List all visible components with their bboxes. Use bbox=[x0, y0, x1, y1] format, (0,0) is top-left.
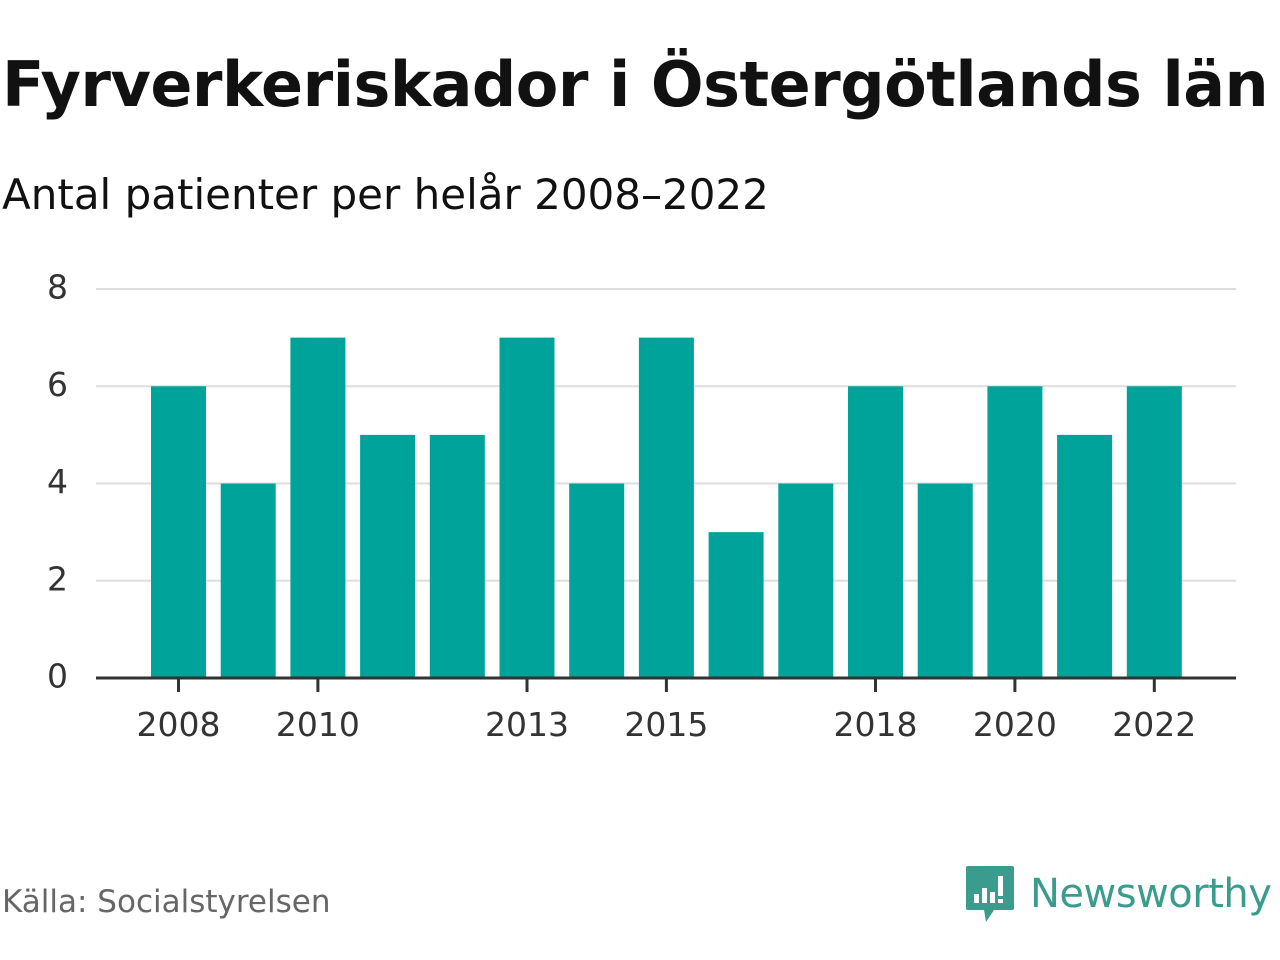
bar-2008 bbox=[151, 386, 206, 678]
bar-2011 bbox=[360, 434, 416, 678]
source-note: Källa: Socialstyrelsen bbox=[2, 884, 331, 920]
bar-2013 bbox=[499, 337, 555, 678]
y-tick-label: 8 bbox=[47, 268, 68, 307]
y-tick-label: 4 bbox=[47, 462, 68, 501]
y-tick-label: 0 bbox=[47, 657, 68, 696]
x-tick-label: 2022 bbox=[1112, 705, 1196, 744]
brand-name: Newsworthy bbox=[1030, 871, 1272, 917]
x-tick-label: 2008 bbox=[137, 705, 221, 744]
bar-2009 bbox=[220, 483, 276, 678]
chart-title: Fyrverkeriskador i Östergötlands län bbox=[2, 48, 1269, 121]
chart-subtitle: Antal patienter per helår 2008–2022 bbox=[2, 170, 769, 219]
bar-2012 bbox=[429, 434, 485, 678]
bar-2017 bbox=[778, 483, 834, 678]
brand-logo: Newsworthy bbox=[964, 864, 1272, 924]
x-tick-label: 2010 bbox=[276, 705, 360, 744]
x-tick-label: 2020 bbox=[973, 705, 1057, 744]
bar-2020 bbox=[987, 386, 1043, 678]
x-tick-label: 2013 bbox=[485, 705, 569, 744]
y-tick-label: 2 bbox=[47, 559, 68, 598]
bar-2014 bbox=[569, 483, 625, 678]
y-tick-label: 6 bbox=[47, 365, 68, 404]
bar-2018 bbox=[848, 386, 903, 678]
bar-2021 bbox=[1057, 434, 1113, 678]
bar-chart: 0 2 4 6 8 2008 2010 2013 2015 2018 2020 2022 bbox=[47, 268, 1236, 744]
bar-2010 bbox=[290, 337, 346, 678]
y-axis-ticks: 0 2 4 6 8 bbox=[47, 268, 68, 696]
newsworthy-logo-icon bbox=[966, 866, 1014, 922]
x-tick-label: 2015 bbox=[624, 705, 708, 744]
bar-2022 bbox=[1126, 386, 1182, 678]
x-tick-label: 2018 bbox=[834, 705, 918, 744]
bar-2019 bbox=[917, 483, 973, 678]
x-axis-ticks: 2008 2010 2013 2015 2018 2020 2022 bbox=[137, 678, 1196, 744]
bar-2015 bbox=[638, 337, 694, 678]
bar-2016 bbox=[708, 532, 764, 678]
bars bbox=[151, 337, 1182, 678]
